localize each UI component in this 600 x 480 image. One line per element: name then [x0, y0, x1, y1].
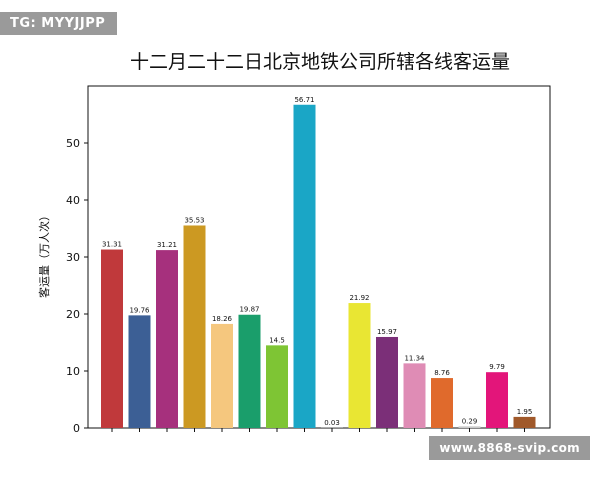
y-tick-label: 40 [66, 194, 80, 207]
y-tick-label: 50 [66, 137, 80, 150]
bar-value-label: 18.26 [212, 315, 233, 323]
bar-value-label: 15.97 [377, 328, 397, 336]
bar-value-label: 31.21 [157, 241, 177, 249]
bar-value-label: 1.95 [517, 408, 533, 416]
bar-value-label: 14.5 [269, 336, 285, 344]
y-tick-label: 30 [66, 251, 80, 264]
watermark-top-left: TG: MYYJJPP [0, 12, 118, 35]
bar [266, 345, 288, 428]
bar [431, 378, 453, 428]
bar-value-label: 19.76 [129, 306, 150, 314]
bar [101, 249, 123, 428]
bar-value-label: 0.03 [324, 419, 340, 427]
bar-value-label: 31.31 [102, 241, 122, 249]
y-axis-label: 客运量（万人次） [37, 210, 51, 298]
bar [348, 303, 371, 428]
bar [403, 363, 426, 428]
bar [128, 315, 151, 428]
bar [458, 426, 481, 428]
bar [238, 314, 261, 428]
bar [293, 104, 316, 429]
y-tick-label: 0 [73, 422, 80, 435]
watermark-bottom-right: www.8868-svip.com [429, 436, 590, 460]
bar-value-label: 8.76 [434, 369, 450, 377]
bar [156, 250, 178, 428]
y-tick-label: 20 [66, 308, 80, 321]
bar [513, 416, 536, 428]
bar-value-label: 21.92 [349, 294, 369, 302]
bar-value-label: 19.87 [239, 306, 259, 314]
bar [183, 225, 206, 428]
bar [376, 336, 398, 428]
bar-value-label: 0.29 [462, 417, 478, 425]
bar-value-label: 56.71 [294, 96, 314, 104]
bar-value-label: 35.53 [184, 216, 204, 224]
y-tick-label: 10 [66, 365, 80, 378]
bar-value-label: 9.79 [489, 363, 505, 371]
bar-value-label: 11.34 [404, 354, 425, 362]
bar [211, 323, 233, 428]
bar [486, 372, 508, 428]
chart-title: 十二月二十二日北京地铁公司所辖各线客运量 [130, 51, 510, 73]
